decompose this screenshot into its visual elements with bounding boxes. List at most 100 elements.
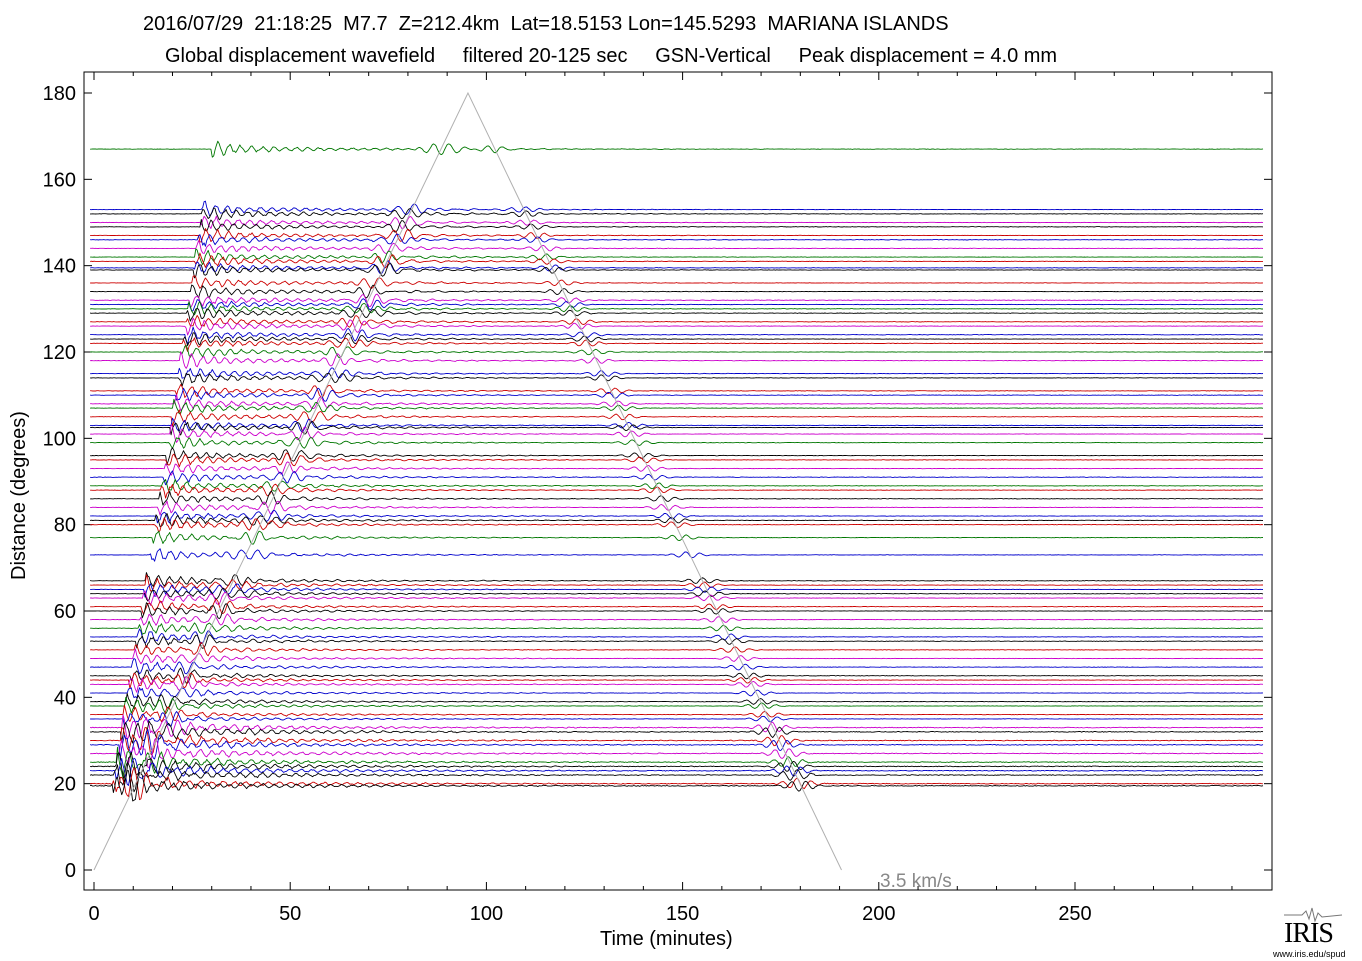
y-tick-label: 0 [65, 860, 76, 882]
seismogram-trace [90, 260, 1264, 275]
seismogram-trace [90, 746, 1264, 779]
seismogram-trace [90, 233, 1263, 247]
seismogram-trace [90, 409, 1264, 427]
seismogram-trace [90, 140, 1264, 158]
seismogram-trace [90, 315, 1264, 328]
seismogram-trace [90, 461, 1264, 476]
seismogram-trace [90, 284, 1264, 299]
seismogram-trace [89, 337, 1263, 352]
seismogram-trace [90, 275, 1264, 289]
seismogram-trace [89, 513, 1264, 528]
x-axis-label: Time (minutes) [600, 928, 733, 950]
seismogram-trace [89, 767, 1264, 801]
seismogram-trace [90, 207, 1264, 221]
seismogram-trace [90, 452, 1264, 468]
y-tick-label: 80 [54, 515, 76, 537]
seismogram-trace [90, 509, 1263, 524]
seismogram-trace [90, 252, 1263, 269]
seismogram-trace [90, 648, 1264, 665]
y-tick-label: 180 [43, 83, 76, 105]
seismogram-trace [90, 675, 1264, 693]
seismogram-trace [90, 398, 1264, 415]
seismogram-trace [90, 696, 1264, 715]
seismogram-trace [90, 628, 1264, 645]
seismogram-trace [90, 367, 1264, 379]
plot-frame [83, 71, 1273, 891]
x-tick-label: 150 [666, 903, 699, 925]
seismogram-trace [90, 672, 1263, 690]
seismogram-trace [90, 317, 1264, 336]
seismogram-trace [90, 478, 1263, 492]
seismogram-trace [90, 387, 1264, 402]
velocity-reference-line [93, 91, 842, 871]
seismogram-trace [90, 332, 1264, 347]
seismogram-trace [90, 293, 1263, 308]
y-tick-label: 120 [43, 342, 76, 364]
seismogram-trace [90, 620, 1263, 635]
seismogram-trace [90, 298, 1264, 312]
seismogram-trace [89, 714, 1264, 740]
seismogram-trace [90, 530, 1264, 545]
seismogram-trace [90, 598, 1264, 615]
y-tick-label: 100 [43, 428, 76, 450]
x-tick-label: 50 [279, 903, 301, 925]
seismogram-trace [90, 641, 1264, 657]
seismogram-trace [90, 240, 1264, 254]
seismogram-trace [90, 417, 1263, 433]
seismogram-trace [90, 737, 1264, 769]
seismogram-trace [90, 500, 1263, 516]
seismogram-trace [89, 307, 1264, 322]
seismogram-trace [90, 470, 1263, 486]
seismogram-trace [90, 483, 1263, 499]
seismogram-trace [90, 583, 1264, 598]
y-tick-label: 20 [54, 774, 76, 796]
iris-logo-text: IRIS [1284, 918, 1334, 949]
seismogram-trace [90, 704, 1264, 723]
x-tick-label: 200 [862, 903, 895, 925]
seismogram-trace [89, 727, 1264, 756]
seismogram-trace [89, 757, 1264, 786]
seismogram-trace [90, 587, 1264, 602]
seismogram-trace [90, 590, 1264, 606]
seismogram-trace [89, 728, 1264, 760]
seismogram-trace [90, 720, 1264, 744]
seismogram-trace [90, 490, 1264, 506]
seismogram-trace [90, 351, 1263, 369]
seismogram-trace [89, 263, 1264, 279]
velocity-annotation: 3.5 km/s [880, 871, 952, 892]
seismogram-trace [90, 326, 1263, 345]
seismogram-trace [90, 548, 1264, 562]
seismogram-trace [90, 421, 1264, 436]
y-tick-label: 140 [43, 256, 76, 278]
seismogram-trace [90, 424, 1264, 443]
seismogram-trace [90, 572, 1263, 587]
seismogram-trace [90, 228, 1264, 243]
seismogram-trace [90, 384, 1264, 398]
seismogram-trace [90, 602, 1264, 620]
seismogram-trace [90, 574, 1264, 592]
seismogram-trace [90, 667, 1264, 684]
seismogram-trace [89, 658, 1263, 675]
seismogram-trace [90, 711, 1264, 727]
y-tick-label: 160 [43, 169, 76, 191]
seismogram-trace [89, 634, 1264, 649]
seismogram-trace [90, 218, 1264, 233]
seismogram-trace [90, 613, 1264, 626]
seismogram-trace [90, 687, 1264, 699]
x-tick-label: 250 [1058, 903, 1091, 925]
seismogram-trace [90, 394, 1264, 412]
x-tick-label: 100 [470, 903, 503, 925]
seismogram-trace [90, 770, 1264, 802]
y-tick-label: 40 [54, 687, 76, 709]
y-tick-label: 60 [54, 601, 76, 623]
seismogram-trace [90, 344, 1263, 359]
chart-title-line-2: Global displacement wavefield filtered 2… [165, 45, 1058, 67]
seismogram-trace [89, 215, 1264, 229]
iris-logo-url: www.iris.edu/spud [1273, 949, 1346, 959]
x-tick-label: 0 [88, 903, 99, 925]
seismogram-trace [90, 447, 1264, 466]
seismogram-trace [90, 692, 1264, 709]
seismogram-trace [90, 248, 1264, 266]
seismogram-trace [89, 762, 1264, 793]
